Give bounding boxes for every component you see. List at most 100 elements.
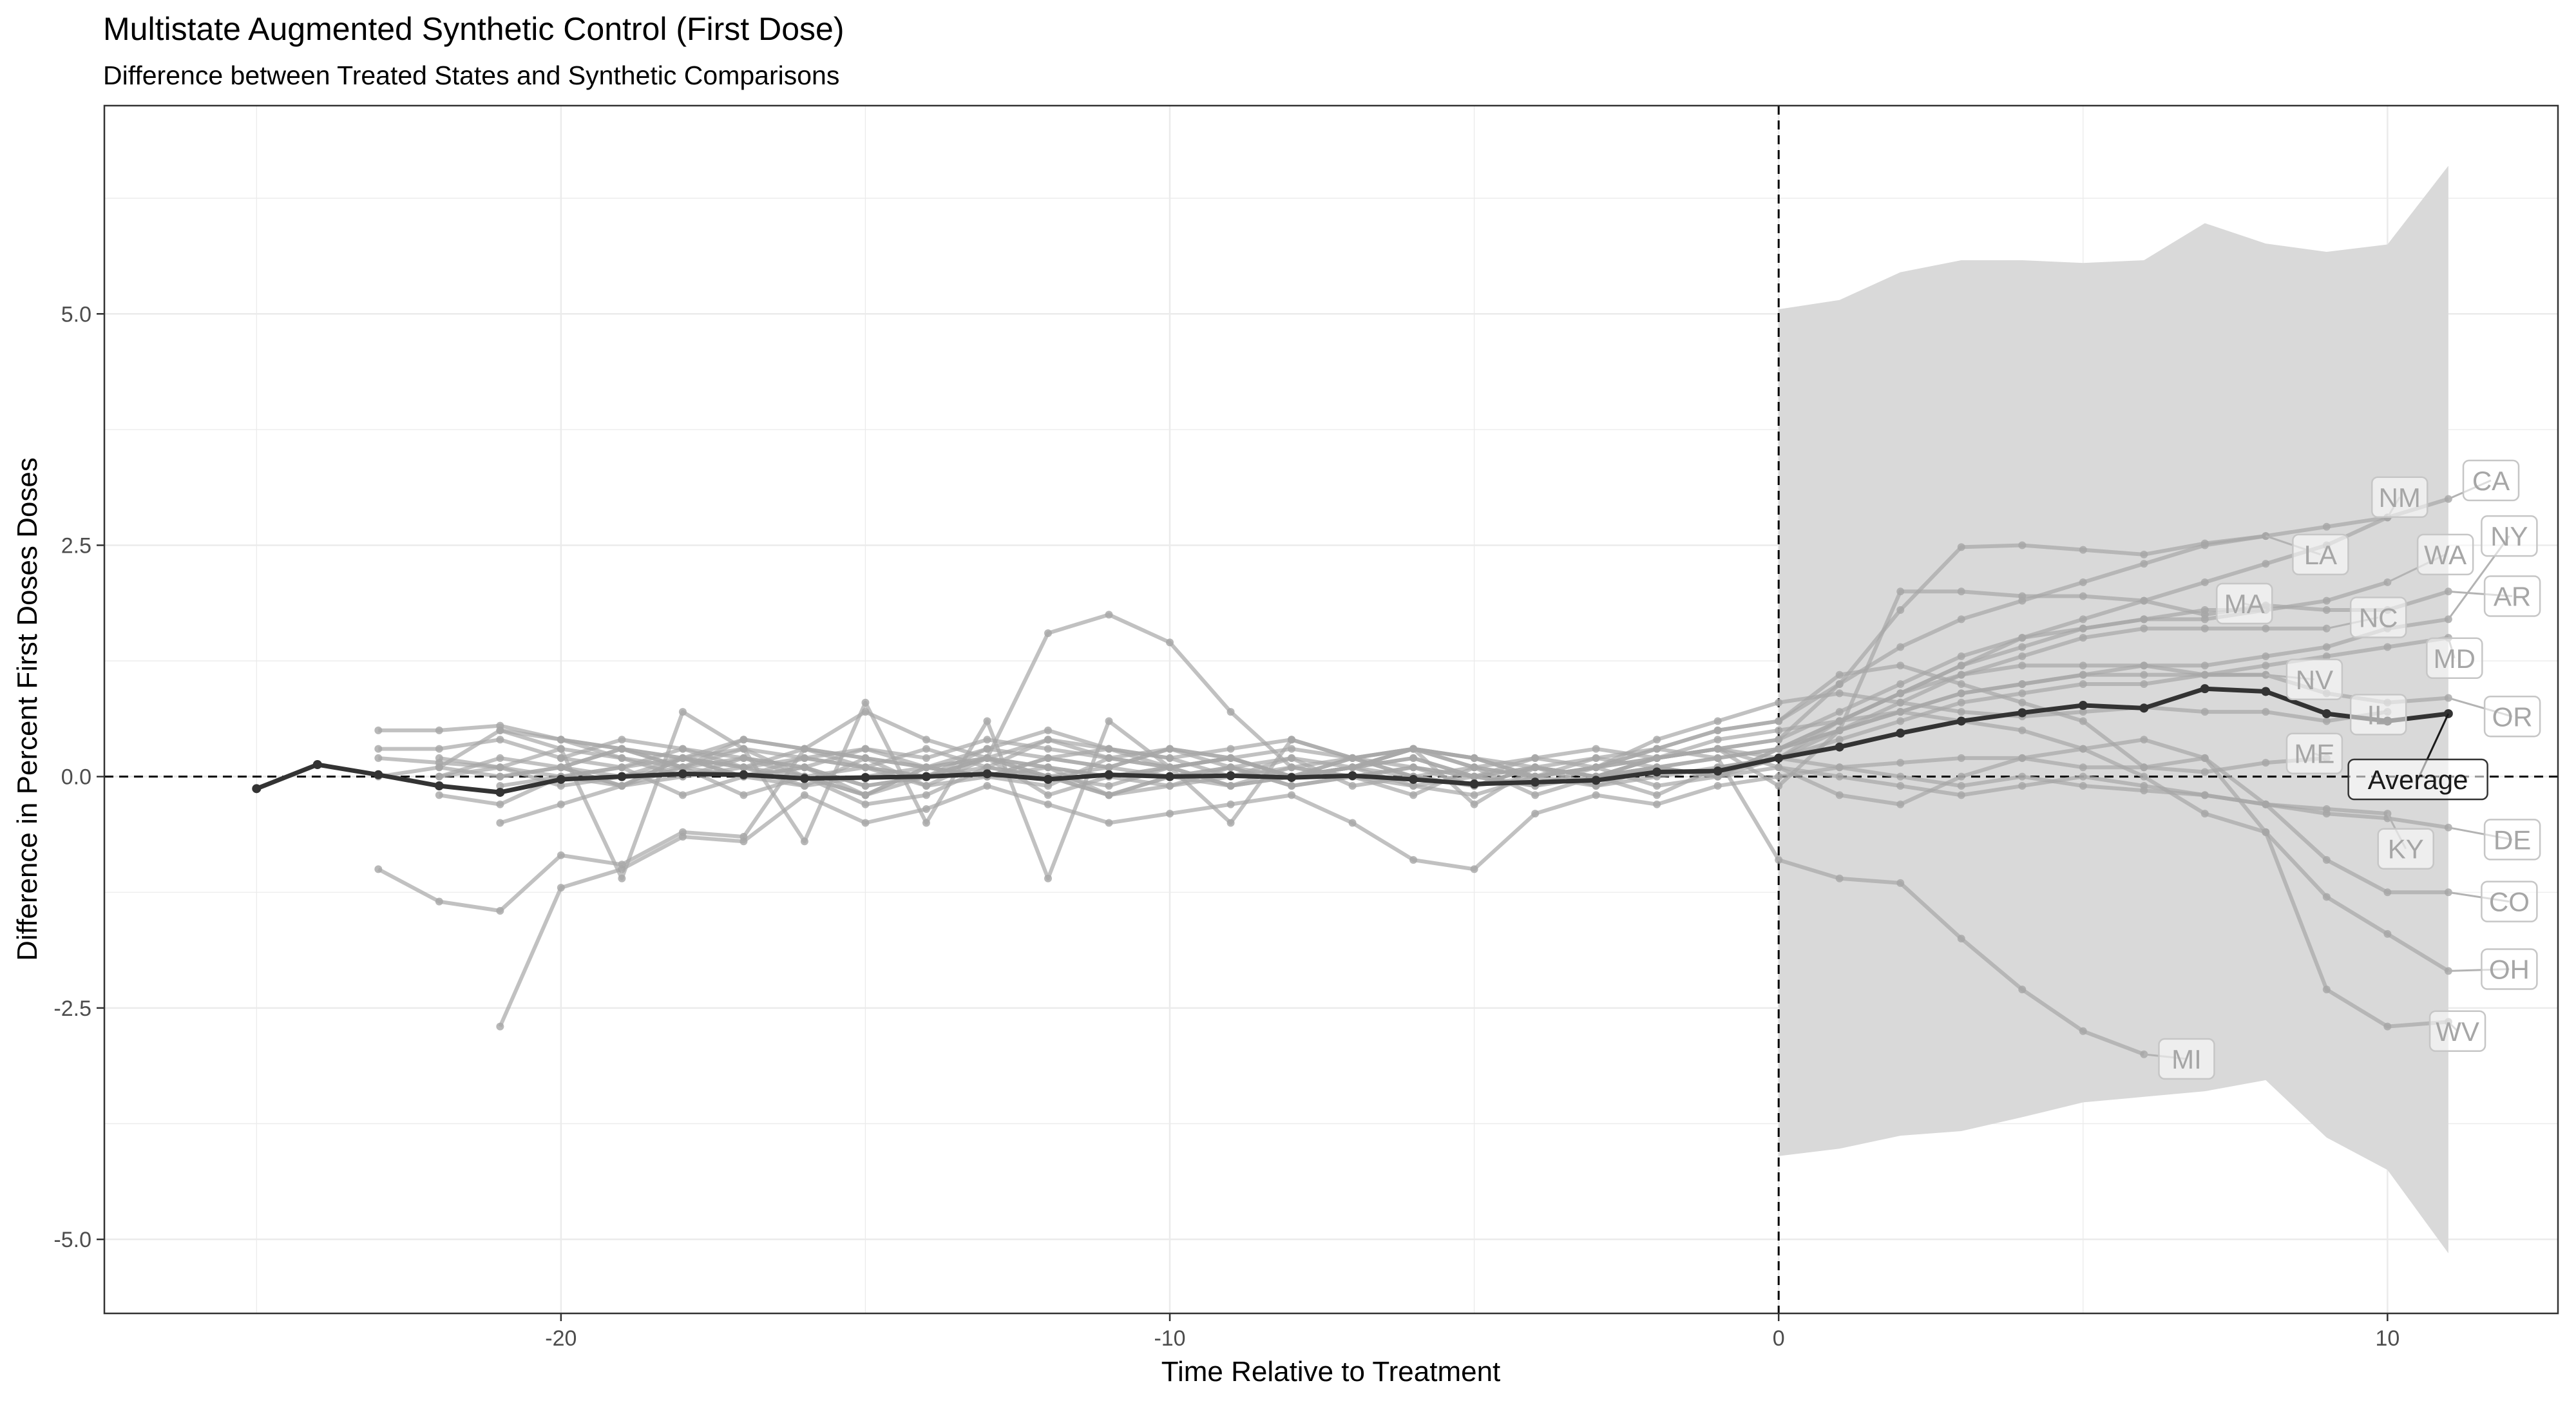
series-il-point (374, 865, 383, 873)
average-point (1348, 771, 1357, 781)
series-il-point (2262, 708, 2270, 716)
series-mi-point (1105, 763, 1113, 772)
series-de-point (618, 782, 626, 790)
series-mi-point (1226, 754, 1235, 762)
series-ky-point (435, 772, 443, 781)
average-point (374, 770, 383, 779)
series-ma-point (2079, 624, 2087, 633)
series-mi-point (618, 745, 626, 753)
average-point (1165, 772, 1175, 781)
label-ky: KY (2388, 834, 2424, 864)
series-ar-point (861, 698, 870, 707)
series-nm-point (2200, 578, 2209, 586)
series-mi-point (2079, 1027, 2087, 1035)
series-md-point (1835, 726, 1844, 734)
y-axis: -5.0 -2.5 0.0 2.5 5.0 (53, 302, 104, 1252)
series-nv-point (1835, 736, 1844, 744)
x-tick-label: 10 (2375, 1326, 2399, 1351)
label-box-or (2483, 696, 2541, 738)
series-mi-point (1409, 745, 1418, 753)
series-or-point (922, 791, 930, 799)
series-il-point (557, 851, 565, 859)
average-point (556, 774, 566, 784)
series-me-point (496, 1022, 504, 1031)
label-nm: NM (2379, 482, 2421, 513)
series-il-point (861, 708, 870, 716)
label-average: Average (2368, 765, 2468, 795)
series-wv-point (922, 782, 930, 790)
series-mi-point (739, 736, 748, 744)
series-nv-point (435, 791, 443, 799)
x-axis-title: Time Relative to Treatment (1161, 1356, 1501, 1387)
series-il-point (1288, 763, 1296, 772)
series-la-point (1896, 606, 1905, 615)
series-or-point (861, 800, 870, 808)
series-ca-point (922, 745, 930, 753)
series-mi-point (1470, 754, 1478, 762)
series-ny-point (618, 754, 626, 762)
series-me-point (1470, 865, 1478, 873)
series-md-point (435, 763, 443, 772)
series-de-point (2018, 782, 2027, 790)
series-or-point (739, 745, 748, 753)
series-il-point (1957, 708, 1965, 716)
series-ky-point (1409, 763, 1418, 772)
label-ca: CA (2472, 466, 2510, 496)
series-wv-point (1166, 763, 1174, 772)
series-mi-point (861, 763, 870, 772)
average-point (678, 769, 687, 779)
series-me-point (1896, 759, 1905, 767)
label-box-md (2426, 637, 2483, 680)
series-mi-point (1713, 754, 1722, 762)
series-de-point (2079, 772, 2087, 781)
label-box-il (2349, 694, 2407, 736)
series-ma-point (1592, 754, 1600, 762)
series-mi-point (1775, 855, 1783, 864)
x-axis: -20 -10 0 10 (545, 1313, 2399, 1351)
series-co-point (2383, 888, 2392, 897)
series-me-point (1044, 800, 1052, 808)
series-mi-point (678, 754, 687, 762)
series-ca-point (1896, 643, 1905, 651)
series-md-point (2322, 652, 2331, 660)
series-labels: CA NM LA WA NY AR MA NC MD NV OR IL ME Average DE KY CO O… (2144, 459, 2541, 1080)
series-oh-point (1775, 726, 1783, 734)
series-wv-point (1957, 680, 1965, 688)
series-ky-point (2079, 782, 2087, 790)
average-point (312, 759, 322, 769)
series-oh-point (2322, 893, 2331, 901)
series-wv-point (861, 754, 870, 762)
average-point (1591, 776, 1601, 785)
series-nv-point (1044, 791, 1052, 799)
series-de-point (1896, 782, 1905, 790)
series-nc-point (2140, 624, 2148, 633)
series-or-point (2079, 662, 2087, 670)
chart-subtitle: Difference between Treated States and Sy… (103, 61, 839, 90)
series-mi-point (1835, 874, 1844, 882)
series-wa-point (1409, 754, 1418, 762)
series-nm-point (2079, 615, 2087, 624)
series-de-point (1957, 791, 1965, 799)
series-wv-point (2079, 717, 2087, 725)
series-wa-point (2018, 634, 2027, 642)
series-ca-point (1957, 615, 1965, 624)
y-tick-label: 0.0 (61, 765, 91, 790)
series-me-point (983, 782, 991, 790)
series-md-point (2079, 671, 2087, 679)
series-ky-point (739, 791, 748, 799)
series-co-point (1288, 736, 1296, 744)
label-la: LA (2304, 540, 2337, 570)
series-ar-point (2322, 606, 2331, 615)
series-ar-point (2140, 596, 2148, 605)
series-nc-point (2018, 652, 2027, 660)
average-point (2200, 684, 2209, 694)
series-co-point (2140, 736, 2148, 744)
series-il-point (1470, 791, 1478, 799)
series-ar-point (1896, 587, 1905, 596)
label-box-wv (2428, 1010, 2486, 1053)
series-co-point (1226, 745, 1235, 753)
series-me-point (1348, 819, 1357, 827)
label-mi: MI (2171, 1044, 2202, 1074)
series-nm-point (2262, 560, 2270, 568)
series-la-point (2140, 550, 2148, 558)
